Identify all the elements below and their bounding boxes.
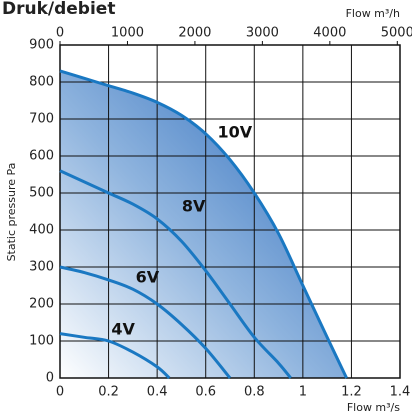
curve: [59, 332, 171, 380]
y-tick-label: 700: [29, 112, 54, 127]
y-tick-label: 900: [29, 38, 54, 53]
x-tick-label: 0.8: [244, 385, 265, 400]
x-tick-label: 0.2: [98, 385, 119, 400]
curve: [59, 169, 292, 379]
x2-tick-label: 5000: [381, 26, 412, 41]
area: [60, 70, 347, 379]
y-axis-label: Static pressure Pa: [5, 163, 18, 262]
x-tick-label: 0: [56, 385, 64, 400]
x2-tick-label: 3000: [246, 26, 279, 41]
y-tick-label: 300: [29, 260, 54, 275]
x2-tick-label: 0: [56, 26, 64, 41]
y-tick-label: 500: [29, 186, 54, 201]
y-tick-label: 200: [29, 297, 54, 312]
x2-tick-label: 1000: [111, 26, 144, 41]
x-tick-label: 0.4: [147, 385, 168, 400]
chart-title: Druk/debiet: [2, 0, 115, 19]
x2-tick-label: 2000: [178, 26, 211, 41]
curve-label: 4V: [111, 319, 135, 338]
curve-label: 10V: [218, 123, 253, 142]
y-tick-label: 800: [29, 75, 54, 90]
y-tick-label: 100: [29, 334, 54, 349]
curve: [59, 265, 232, 379]
y-tick-label: 400: [29, 223, 54, 238]
y-tick-label: 600: [29, 149, 54, 164]
x-tick-label: 1: [299, 385, 307, 400]
curve: [59, 69, 348, 379]
curve-label: 6V: [136, 268, 160, 287]
curve-label: 8V: [182, 197, 206, 216]
x-tick-label: 1.4: [390, 385, 411, 400]
x-tick-label: 1.2: [341, 385, 362, 400]
x-axis-label: Flow m³/s: [347, 401, 400, 414]
x2-tick-label: 4000: [313, 26, 346, 41]
x-tick-label: 0.6: [195, 385, 216, 400]
x2-axis-label: Flow m³/h: [346, 7, 400, 20]
y-tick-label: 0: [46, 371, 54, 386]
